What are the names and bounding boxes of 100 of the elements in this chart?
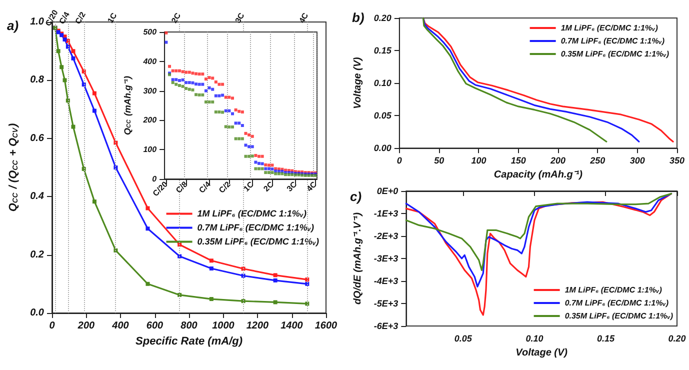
x-tick-label: 0.05 [454, 334, 473, 344]
x-tick-label: 1200 [246, 320, 270, 332]
y-tick-label: 0.8 [30, 74, 44, 86]
point [230, 96, 234, 100]
point [181, 84, 184, 88]
x-tick-label: 0.15 [596, 334, 616, 344]
x-tick-label: C/4 [197, 179, 213, 195]
x-tick-label: 250 [589, 156, 606, 166]
point [194, 93, 198, 96]
point [244, 144, 248, 147]
y-tick-label: -1E+3 [374, 208, 398, 218]
x-tick-label: 1000 [212, 320, 235, 332]
point [260, 154, 264, 158]
point [238, 122, 241, 125]
point [250, 145, 254, 148]
point [92, 91, 96, 96]
ref-line-label: 3C [233, 11, 246, 25]
point [198, 72, 201, 76]
y-tick-label: 0.2 [30, 249, 44, 260]
point [92, 200, 96, 204]
point [201, 72, 204, 76]
point [178, 69, 181, 72]
point [218, 110, 221, 114]
y-tick-label: 0.0 [30, 308, 44, 318]
y-tick-label: 500 [143, 28, 158, 36]
point [194, 82, 198, 86]
point [224, 96, 228, 99]
y-tick-label: 0E+0 [376, 186, 398, 196]
x-tick-label: 1C [242, 180, 256, 194]
point [71, 49, 76, 54]
point [258, 167, 260, 170]
point [191, 81, 194, 84]
legend-label: 0.35M LiPF₆ (EC/DMC 1:1%ᵥ) [560, 50, 670, 58]
point [208, 76, 211, 80]
point [270, 164, 274, 167]
y-tick-label: 100 [143, 145, 158, 154]
point [274, 172, 278, 176]
point [248, 154, 251, 158]
point [221, 82, 224, 86]
point [62, 37, 67, 42]
x-tick-label: 800 [180, 320, 198, 332]
y-tick-label: 0.6 [30, 132, 44, 144]
x-axis-title: Capacity (mAh.g⁻¹) [494, 170, 584, 180]
x-tick-label: 50 [434, 156, 444, 166]
point [198, 93, 201, 96]
point [267, 171, 270, 174]
point [224, 125, 228, 128]
y-tick-label: 0.4 [30, 191, 44, 202]
point [280, 172, 284, 176]
point [214, 94, 218, 98]
x-tick-label: 2C [262, 180, 276, 194]
x-tick-label: 1400 [280, 320, 304, 332]
ref-line-label: C/4 [57, 10, 72, 26]
point [264, 167, 268, 170]
point [258, 154, 260, 158]
point [248, 133, 251, 136]
point [267, 167, 270, 170]
legend-label: 0.7M LiPF₆ (EC/DMC 1:1%ᵥ) [564, 298, 669, 308]
point [201, 82, 204, 86]
point [234, 122, 238, 125]
point [270, 171, 274, 174]
point [184, 81, 188, 84]
x-tick-label: C/2 [217, 179, 233, 195]
point [146, 226, 150, 231]
point [260, 162, 264, 166]
point [264, 171, 268, 174]
point [240, 110, 244, 114]
point [60, 65, 64, 70]
point [71, 124, 76, 129]
point [56, 49, 60, 54]
point [209, 258, 214, 263]
point [184, 86, 188, 90]
point [228, 96, 231, 99]
point [168, 64, 172, 68]
point [270, 168, 274, 171]
point [218, 94, 221, 98]
point [209, 266, 214, 270]
y-axis-title: dQ/dE (mAh.g⁻¹.V⁻¹) [352, 212, 364, 305]
point [178, 79, 181, 82]
point [254, 154, 258, 157]
ref-line-label: C/2 [73, 10, 88, 26]
x-tick-label: 3C [285, 180, 299, 194]
x-tick-label: C/8 [174, 179, 190, 195]
point [181, 70, 184, 74]
point [221, 94, 224, 97]
legend-label: 1M LiPF₆ (EC/DMC 1:1%ᵥ) [560, 24, 658, 32]
point [240, 124, 244, 127]
point [224, 109, 228, 112]
ref-line-label: 4C [297, 11, 310, 25]
point [277, 172, 280, 176]
point [146, 206, 150, 210]
point [198, 82, 201, 86]
point [273, 278, 278, 282]
y-tick-label: -6E+3 [374, 321, 398, 331]
y-tick-label: 400 [142, 56, 158, 66]
point [181, 78, 184, 82]
point [171, 69, 174, 72]
point [164, 40, 168, 44]
x-tick-label: 150 [510, 156, 526, 166]
point [204, 100, 208, 104]
